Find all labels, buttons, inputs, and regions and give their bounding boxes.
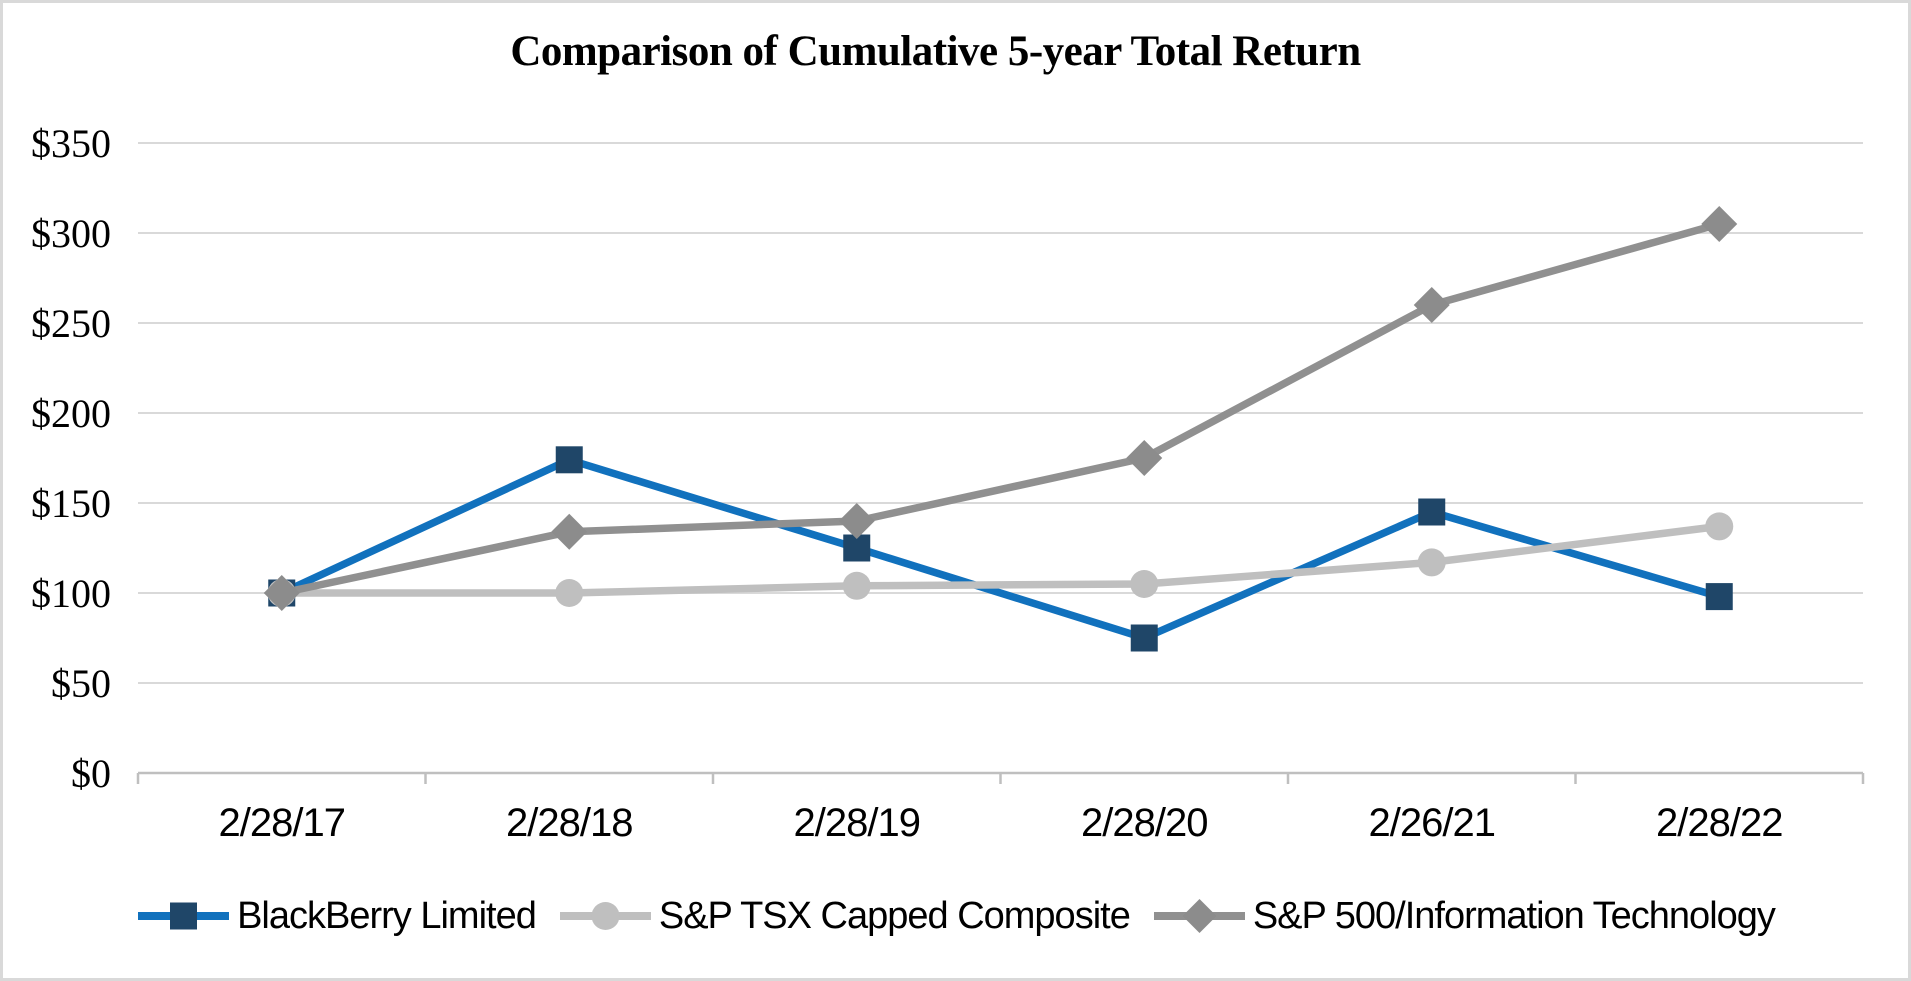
data-point-circle	[1130, 570, 1159, 598]
circle-marker-icon	[559, 902, 651, 930]
x-tick-label: 2/28/17	[219, 801, 345, 845]
data-point-diamond	[1701, 206, 1738, 242]
legend-label: S&P 500/Information Technology	[1252, 894, 1776, 937]
x-axis-ticks	[136, 773, 1865, 784]
plot-area: $350$300$250$200$150$100$50$02/28/17 2/28…	[31, 121, 1865, 845]
legend-item-sp-500-information-technology: S&P 500/Information Technology	[1152, 894, 1776, 938]
legend: BlackBerry Limited S&P TSX Capped Compos…	[3, 894, 1908, 938]
x-tick-label: 2/28/22	[1656, 801, 1782, 845]
data-point-circle	[1705, 512, 1734, 541]
series-s-p-500-information-technology	[263, 206, 1738, 611]
legend-label: S&P TSX Capped Composite	[658, 894, 1131, 937]
data-point-square	[555, 446, 583, 474]
x-tick-label: 2/28/20	[1081, 801, 1207, 845]
data-point-diamond	[263, 575, 300, 611]
chart-title: Comparison of Cumulative 5-year Total Re…	[510, 28, 1361, 75]
data-point-square	[1705, 583, 1733, 611]
x-tick-label: 2/28/19	[794, 801, 920, 845]
data-point-diamond	[1413, 287, 1450, 323]
data-point-square	[1130, 624, 1158, 652]
y-tick-label: $300	[31, 211, 111, 256]
legend-label: BlackBerry Limited	[237, 894, 537, 937]
y-tick-label: $200	[31, 391, 111, 436]
data-point-circle	[1417, 548, 1446, 577]
gridlines	[138, 142, 1863, 775]
y-tick-label: $350	[31, 121, 111, 166]
y-tick-label: $250	[31, 301, 111, 346]
data-point-diamond	[1126, 440, 1163, 476]
y-tick-label: $100	[31, 571, 111, 616]
diamond-marker-icon	[1153, 899, 1245, 933]
y-tick-label: $50	[51, 661, 111, 706]
legend-item-sp-tsx-capped-composite: S&P TSX Capped Composite	[558, 894, 1131, 938]
y-tick-label: $150	[31, 481, 111, 526]
data-point-circle	[555, 579, 584, 607]
data-point-diamond	[838, 503, 875, 539]
data-point-diamond	[551, 513, 588, 550]
data-point-circle	[842, 571, 871, 600]
legend-item-blackberry-limited: BlackBerry Limited	[136, 894, 537, 938]
x-tick-label: 2/26/21	[1369, 801, 1495, 845]
y-axis-labels: $350 $300 $250 $200 $150 $100 $50 $0	[31, 121, 111, 796]
x-axis-labels: 2/28/17 2/28/18 2/28/19 2/28/20 2/26/21 2/28/…	[219, 801, 1784, 845]
y-tick-label: $0	[71, 751, 111, 796]
data-point-square	[1418, 498, 1446, 526]
x-tick-label: 2/28/18	[506, 801, 632, 845]
square-marker-icon	[138, 902, 230, 930]
